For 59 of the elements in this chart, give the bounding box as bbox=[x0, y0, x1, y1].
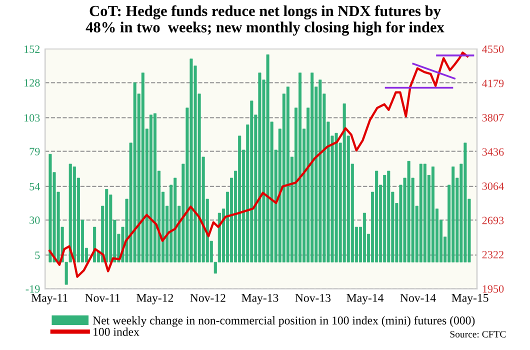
y2-tick-label: 3807 bbox=[482, 114, 504, 122]
y-tick-label: 103 bbox=[24, 114, 40, 122]
bar bbox=[286, 86, 290, 262]
bar bbox=[298, 72, 302, 262]
x-tick-label: May-14 bbox=[346, 294, 384, 304]
bar bbox=[383, 174, 386, 262]
bar bbox=[174, 178, 177, 262]
y2-tick-label: 4550 bbox=[482, 45, 504, 53]
source-note: Source: CFTC bbox=[450, 330, 506, 338]
x-tick-label: Nov-11 bbox=[85, 294, 120, 302]
bar bbox=[464, 142, 467, 262]
x-tick-label: Nov-13 bbox=[295, 294, 331, 302]
x-tick-label: May-11 bbox=[32, 294, 68, 304]
y2-tick-label: 1950 bbox=[482, 285, 504, 293]
bar bbox=[419, 164, 422, 262]
legend-label: Net weekly change in non-commercial position in 100 index (mini) futures (000) bbox=[92, 316, 475, 327]
chart-title: CoT: Hedge funds reduce net longs in NDX futures by 48% in two weeks; new monthly closing high for index bbox=[86, 5, 444, 36]
y2-tick-label: 2693 bbox=[482, 216, 504, 224]
bar bbox=[258, 72, 262, 262]
y-tick-label: 30 bbox=[30, 216, 40, 224]
y-tick-label: 152 bbox=[24, 45, 40, 53]
bar bbox=[423, 164, 426, 262]
bar bbox=[431, 166, 434, 262]
bar bbox=[153, 113, 156, 262]
bar bbox=[407, 160, 410, 262]
y-tick-label: 5 bbox=[35, 252, 40, 260]
bar bbox=[310, 72, 314, 262]
x-tick-label: May-13 bbox=[242, 294, 278, 304]
bar bbox=[190, 58, 193, 262]
bar bbox=[334, 132, 338, 262]
bar bbox=[250, 100, 254, 262]
bar bbox=[318, 80, 322, 262]
bar bbox=[387, 170, 390, 262]
x-tick-label: Nov-14 bbox=[400, 294, 436, 302]
legend-label: 100 index bbox=[94, 328, 140, 336]
x-tick-label: May-15 bbox=[452, 294, 488, 304]
bar bbox=[342, 103, 346, 262]
y-tick-label: 128 bbox=[24, 79, 40, 87]
x-tick-label: Nov-12 bbox=[190, 294, 226, 302]
bar bbox=[133, 82, 136, 262]
y-tick-label: 54 bbox=[30, 182, 40, 190]
line-series bbox=[48, 52, 469, 278]
bar bbox=[48, 154, 52, 262]
y-tick-label: 79 bbox=[30, 148, 40, 156]
bar bbox=[266, 54, 270, 262]
bar bbox=[375, 170, 378, 262]
bar bbox=[149, 114, 152, 262]
y2-tick-label: 2322 bbox=[482, 250, 504, 258]
y2-tick-label: 3064 bbox=[482, 182, 504, 190]
bar bbox=[362, 212, 366, 262]
y-tick-label: -19 bbox=[26, 285, 40, 293]
y2-tick-label: 4179 bbox=[482, 80, 504, 88]
bar bbox=[452, 166, 455, 262]
x-tick-label: May-12 bbox=[136, 294, 174, 304]
bar bbox=[238, 136, 242, 262]
bar bbox=[141, 72, 144, 262]
y2-tick-label: 3436 bbox=[482, 148, 504, 156]
bar bbox=[105, 188, 108, 262]
bar bbox=[72, 166, 76, 262]
